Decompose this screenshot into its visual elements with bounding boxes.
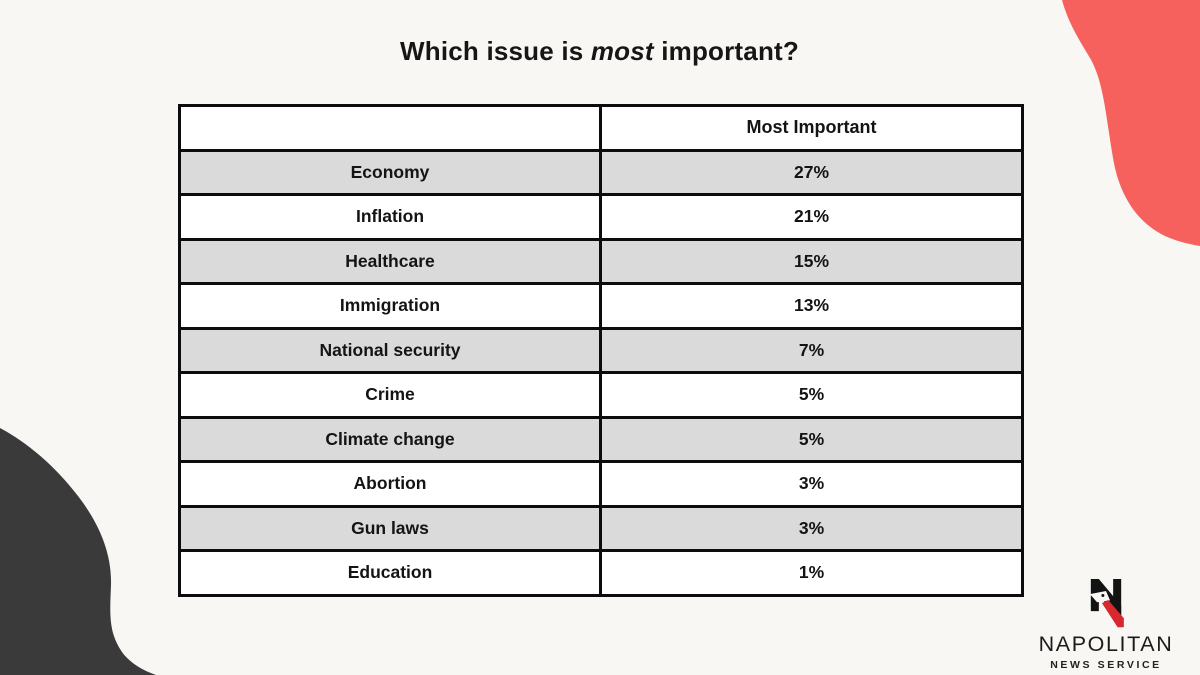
logo-tagline: NEWS SERVICE (1050, 659, 1162, 671)
coral-corner-blob-icon (1062, 0, 1200, 246)
header-issue-cell (178, 104, 602, 152)
table-row: Abortion 3% (178, 460, 1024, 508)
value-cell: 7% (599, 326, 1024, 374)
napolitan-eagle-n-icon (1089, 579, 1124, 628)
value-cell: 1% (599, 549, 1024, 597)
table-header-row: Most Important (178, 104, 1024, 152)
value-cell: 27% (599, 148, 1024, 196)
issue-cell: Healthcare (178, 237, 602, 285)
value-cell: 13% (599, 282, 1024, 330)
title-suffix: important? (653, 36, 799, 66)
table-row: Education 1% (178, 549, 1024, 597)
table-row: National security 7% (178, 326, 1024, 374)
napolitan-logo: NAPOLITAN NEWS SERVICE (1028, 579, 1184, 671)
header-value-cell: Most Important (599, 104, 1024, 152)
poll-results-table: Most Important Economy 27% Inflation 21%… (178, 104, 1024, 597)
table-row: Climate change 5% (178, 415, 1024, 463)
issue-cell: Education (178, 549, 602, 597)
issue-cell: National security (178, 326, 602, 374)
value-cell: 5% (599, 415, 1024, 463)
issue-cell: Inflation (178, 193, 602, 241)
table-row: Crime 5% (178, 371, 1024, 419)
value-cell: 5% (599, 371, 1024, 419)
issue-cell: Climate change (178, 415, 602, 463)
value-cell: 21% (599, 193, 1024, 241)
issue-cell: Crime (178, 371, 602, 419)
value-cell: 3% (599, 460, 1024, 508)
table-row: Immigration 13% (178, 282, 1024, 330)
table-row: Gun laws 3% (178, 504, 1024, 552)
value-cell: 15% (599, 237, 1024, 285)
dark-corner-blob-icon (0, 428, 156, 675)
logo-name: NAPOLITAN (1038, 632, 1174, 657)
title-emphasis: most (590, 36, 654, 66)
table-row: Healthcare 15% (178, 237, 1024, 285)
issue-cell: Gun laws (178, 504, 602, 552)
table-row: Inflation 21% (178, 193, 1024, 241)
title-prefix: Which issue is (400, 36, 591, 66)
issue-cell: Economy (178, 148, 602, 196)
issue-cell: Abortion (178, 460, 602, 508)
issue-cell: Immigration (178, 282, 602, 330)
page-title: Which issue is most important? (178, 36, 1021, 67)
table-row: Economy 27% (178, 148, 1024, 196)
value-cell: 3% (599, 504, 1024, 552)
